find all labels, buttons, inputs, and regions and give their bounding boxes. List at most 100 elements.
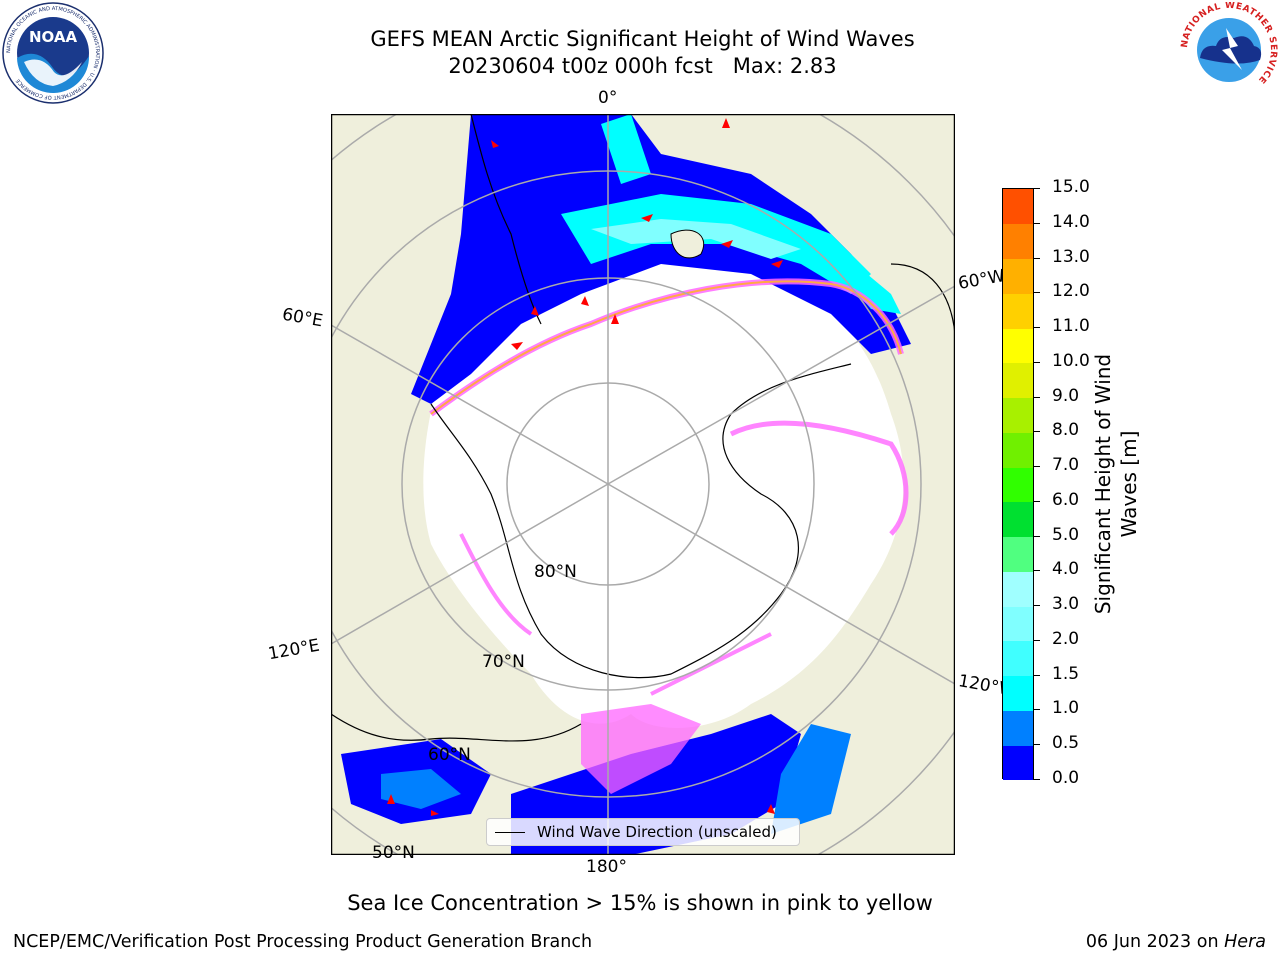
legend-line-sample — [495, 832, 525, 833]
colorbar-tick-mark — [1033, 292, 1040, 294]
colorbar-tick-label: 12.0 — [1052, 281, 1090, 302]
colorbar-tick-mark — [1033, 639, 1040, 641]
map-frame — [331, 114, 955, 855]
colorbar-swatch — [1003, 258, 1033, 294]
colorbar-tick-label: 13.0 — [1052, 246, 1090, 267]
ice-edge-canadian-archipelago — [729, 420, 909, 536]
colorbar-swatch — [1003, 745, 1033, 781]
colorbar-tick-mark — [1033, 535, 1040, 537]
wind-arrow — [581, 296, 589, 306]
coastline — [430, 363, 852, 679]
colorbar-label: Significant Height of Wind Waves [m] — [1091, 353, 1141, 615]
colorbar-swatch — [1003, 328, 1033, 364]
colorbar-tick-mark — [1033, 188, 1040, 189]
colorbar-tick-label: 9.0 — [1052, 385, 1080, 406]
colorbar-tick-label: 0.0 — [1052, 768, 1080, 788]
lon-label-0: 0° — [598, 88, 618, 108]
bering-sea-ice — [581, 704, 701, 794]
lon-label-60e: 60°E — [280, 304, 325, 332]
colorbar-tick-label: 8.0 — [1052, 420, 1080, 441]
colorbar-swatch — [1003, 675, 1033, 711]
colorbar-tick-label: 2.0 — [1052, 628, 1080, 649]
colorbar-tick-mark — [1033, 431, 1040, 433]
wind-arrow — [511, 342, 523, 350]
colorbar-tick-label: 5.0 — [1052, 524, 1080, 545]
colorbar-tick-label: 4.0 — [1052, 559, 1080, 580]
colorbar-swatch — [1003, 501, 1033, 538]
colorbar-tick-mark — [1033, 779, 1040, 780]
colorbar-tick-label: 7.0 — [1052, 455, 1080, 476]
chart-title: GEFS MEAN Arctic Significant Height of W… — [370, 27, 915, 51]
lon-label-180: 180° — [586, 857, 627, 877]
sea-ice-note: Sea Ice Concentration > 15% is shown in … — [347, 891, 933, 915]
colorbar-tick-label: 1.5 — [1052, 663, 1080, 684]
colorbar-tick-mark — [1033, 327, 1040, 329]
polar-map — [331, 114, 955, 855]
colorbar-tick-label: 11.0 — [1052, 316, 1090, 337]
noaa-logo: NATIONAL OCEANIC AND ATMOSPHERIC ADMINIS… — [2, 2, 104, 104]
colorbar-swatch — [1003, 467, 1033, 503]
colorbar-tick-label: 1.0 — [1052, 698, 1080, 719]
colorbar-tick-label: 14.0 — [1052, 211, 1090, 232]
wind-arrow — [491, 140, 499, 148]
colorbar-swatch — [1003, 397, 1033, 433]
gulf-of-alaska-waves — [771, 724, 851, 834]
wind-arrow — [387, 794, 395, 804]
colorbar-swatch — [1003, 432, 1033, 468]
colorbar-tick-label: 15.0 — [1052, 177, 1090, 197]
colorbar-swatch — [1003, 189, 1033, 225]
credit-text: NCEP/EMC/Verification Post Processing Pr… — [13, 932, 593, 952]
wind-arrow — [767, 804, 775, 814]
noaa-logo-text: NOAA — [29, 28, 78, 46]
colorbar-swatch — [1003, 606, 1033, 642]
barents-inflow — [601, 114, 651, 184]
wind-arrow — [771, 260, 783, 268]
lat-label-80n: 80°N — [534, 562, 577, 582]
wind-arrow — [431, 810, 439, 816]
lat-label-70n: 70°N — [482, 652, 525, 672]
colorbar-tick-mark — [1033, 361, 1040, 363]
run-on: on — [1196, 932, 1219, 952]
wind-arrow — [721, 240, 733, 248]
run-info: 06 Jun 2023 on Hera — [1086, 932, 1266, 952]
wind-arrows — [387, 118, 783, 816]
map-grid — [331, 114, 955, 855]
colorbar-tick-label: 6.0 — [1052, 489, 1080, 510]
colorbar-swatch — [1003, 571, 1033, 607]
colorbar-swatch — [1003, 223, 1033, 259]
run-date: 06 Jun 2023 — [1085, 932, 1192, 952]
run-host: Hera — [1224, 932, 1266, 952]
colorbar-tick-mark — [1033, 396, 1040, 398]
colorbar-swatch — [1003, 710, 1033, 746]
lat-label-60n: 60°N — [428, 745, 471, 765]
lon-label-120e: 120°E — [266, 635, 322, 665]
wind-arrow — [722, 118, 730, 128]
nordic-seas-waves — [411, 114, 911, 404]
colorbar-swatch — [1003, 362, 1033, 399]
chart-subtitle: 20230604 t00z 000h fcst Max: 2.83 — [448, 54, 837, 78]
colorbar — [1002, 188, 1034, 781]
colorbar-tick-mark — [1033, 605, 1040, 607]
colorbar-tick-mark — [1033, 709, 1040, 711]
colorbar-swatch — [1003, 536, 1033, 572]
colorbar-swatch — [1003, 640, 1033, 677]
colorbar-tick-mark — [1033, 257, 1040, 259]
colorbar-tick-mark — [1033, 570, 1040, 572]
colorbar-tick-mark — [1033, 500, 1040, 502]
map-legend: Wind Wave Direction (unscaled) — [486, 818, 800, 846]
lat-label-50n: 50°N — [372, 843, 415, 863]
legend-label: Wind Wave Direction (unscaled) — [537, 823, 777, 841]
colorbar-tick-mark — [1033, 466, 1040, 468]
colorbar-tick-mark — [1033, 222, 1040, 224]
colorbar-tick-label: 3.0 — [1052, 594, 1080, 615]
colorbar-swatch — [1003, 293, 1033, 329]
wind-arrow — [531, 306, 539, 316]
colorbar-tick-label: 0.5 — [1052, 733, 1080, 754]
wave-band-1-1.5m — [561, 194, 871, 294]
colorbar-tick-mark — [1033, 674, 1040, 676]
wind-arrow — [611, 314, 619, 324]
lon-label-60w: 60°W — [956, 266, 1007, 294]
nws-logo: NATIONAL WEATHER SERVICE — [1180, 2, 1278, 97]
wind-arrow — [641, 214, 653, 222]
colorbar-tick-label: 10.0 — [1052, 350, 1090, 371]
